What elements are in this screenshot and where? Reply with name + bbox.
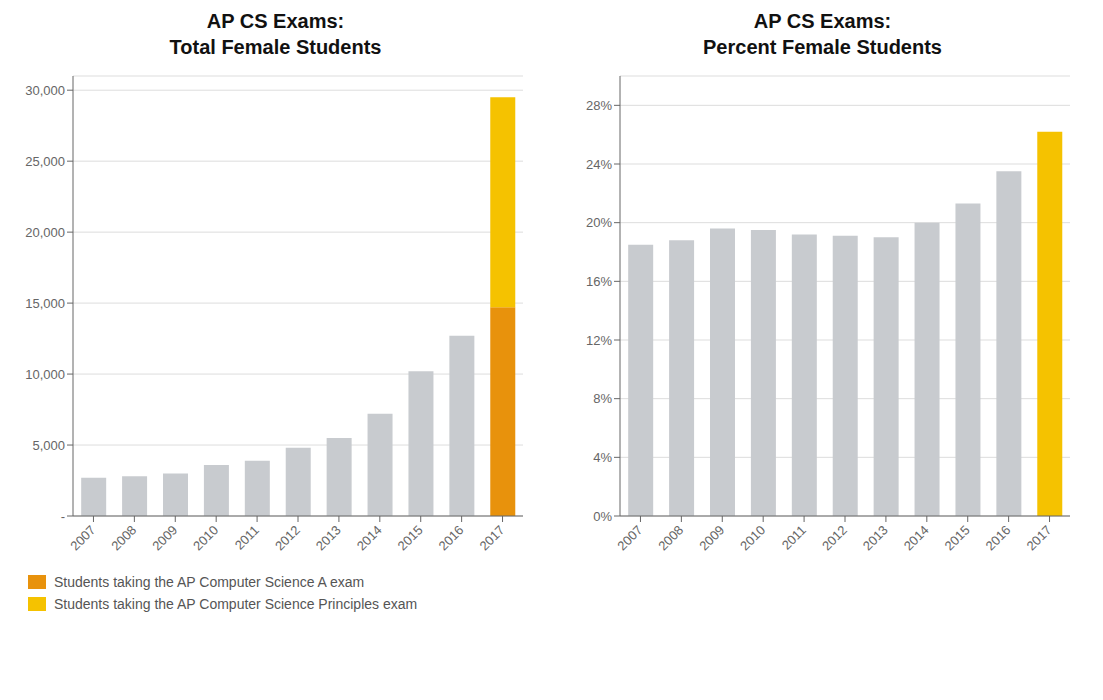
html-text:Total Female Students: Total Female Students [169, 36, 382, 58]
svg-text:2008: 2008 [655, 522, 686, 553]
svg-text:2016: 2016 [983, 522, 1014, 553]
html-text:Students taking the AP Compute: Students taking the AP Computer Science … [54, 574, 365, 590]
svg-text:2017: 2017 [476, 522, 507, 553]
svg-text:2011: 2011 [779, 522, 809, 552]
svg-text:16%: 16% [586, 274, 612, 289]
svg-text:2007: 2007 [614, 522, 645, 553]
svg-text:2010: 2010 [190, 522, 221, 553]
svg-text:0%: 0% [593, 509, 612, 524]
svg-text:2011: 2011 [232, 522, 262, 552]
html-text:Percent Female Students: Percent Female Students [703, 36, 942, 58]
svg-text:2017: 2017 [1023, 522, 1054, 553]
svg-text:2010: 2010 [737, 522, 768, 553]
svg-text:12%: 12% [586, 333, 612, 348]
svg-text:5,000: 5,000 [32, 438, 65, 453]
svg-text:2016: 2016 [436, 522, 467, 553]
svg-text:2014: 2014 [354, 522, 385, 553]
svg-text:2013: 2013 [860, 522, 891, 553]
svg-text:28%: 28% [586, 98, 612, 113]
svg-text:30,000: 30,000 [25, 83, 65, 98]
svg-text:25,000: 25,000 [25, 154, 65, 169]
svg-text:20,000: 20,000 [25, 225, 65, 240]
svg-text:-: - [61, 509, 65, 524]
svg-text:20%: 20% [586, 215, 612, 230]
html-text:Students taking the AP Compute: Students taking the AP Computer Science … [54, 596, 418, 612]
svg-text:24%: 24% [586, 157, 612, 172]
html-text:AP CS Exams:: AP CS Exams: [206, 10, 345, 32]
svg-text:2013: 2013 [313, 522, 344, 553]
svg-text:8%: 8% [593, 391, 612, 406]
svg-text:2015: 2015 [395, 522, 426, 553]
svg-text:2012: 2012 [819, 522, 850, 553]
svg-text:15,000: 15,000 [25, 296, 65, 311]
svg-text:2014: 2014 [901, 522, 932, 553]
svg-text:2009: 2009 [149, 522, 180, 553]
svg-text:2007: 2007 [67, 522, 98, 553]
html-text:AP CS Exams:: AP CS Exams: [753, 10, 892, 32]
svg-text:2008: 2008 [108, 522, 139, 553]
svg-text:2015: 2015 [942, 522, 973, 553]
svg-text:2012: 2012 [272, 522, 303, 553]
svg-text:2009: 2009 [696, 522, 727, 553]
svg-text:4%: 4% [593, 450, 612, 465]
svg-text:10,000: 10,000 [25, 367, 65, 382]
